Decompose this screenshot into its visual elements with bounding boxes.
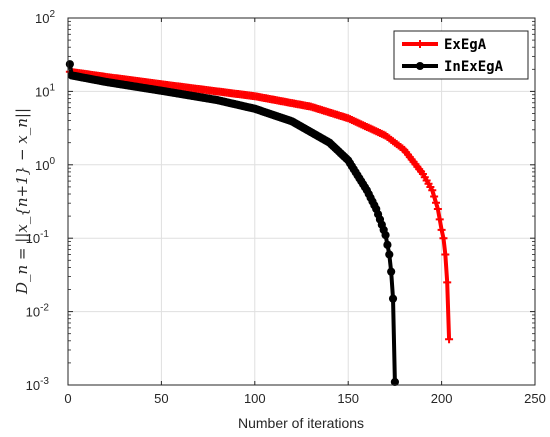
- series-point-exega: [437, 225, 446, 234]
- legend-marker-exega: [416, 40, 424, 48]
- plot-frame: [67, 17, 536, 386]
- legend-label-exega: ExEgA: [444, 37, 487, 53]
- x-tick-label: 250: [524, 391, 546, 406]
- x-tick-label: 100: [244, 391, 266, 406]
- series-point-inexega: [383, 240, 392, 249]
- y-tick-label: 10-1: [26, 229, 50, 246]
- x-tick-label: 150: [337, 391, 359, 406]
- series-point-exega: [441, 250, 450, 259]
- series-point-inexega: [385, 250, 394, 259]
- legend: ExEgA InExEgA: [393, 30, 529, 80]
- legend-marker-inexega: [416, 62, 424, 70]
- series-point-exega: [430, 192, 439, 201]
- series-point-exega: [433, 204, 442, 213]
- y-tick-label: 101: [35, 82, 55, 99]
- series-point-inexega: [390, 377, 399, 387]
- legend-label-inexega: InExEgA: [444, 59, 504, 75]
- x-tick-label: 0: [64, 391, 71, 406]
- y-tick-label: 102: [35, 9, 55, 26]
- series-point-exega: [443, 278, 452, 287]
- series-point-exega: [428, 186, 437, 195]
- series-group: [65, 60, 454, 387]
- y-tick-label: 10-3: [26, 376, 50, 393]
- y-tick-label: 100: [35, 156, 55, 173]
- y-axis-label-group: D_n = ||x_{n+1} − x_n||: [13, 108, 31, 295]
- series-point-exega: [445, 335, 454, 344]
- series-point-inexega: [65, 60, 74, 69]
- legend-box: [393, 30, 529, 80]
- series-point-inexega: [381, 231, 390, 240]
- series-point-inexega: [388, 294, 398, 303]
- series-point-inexega: [387, 267, 396, 276]
- x-tick-label: 50: [154, 391, 168, 406]
- series-point-exega: [435, 215, 444, 224]
- x-axis-label: Number of iterations: [238, 415, 364, 431]
- series-point-exega: [431, 198, 440, 207]
- y-axis-label: D_n = ||x_{n+1} − x_n||: [13, 108, 31, 295]
- x-tick-label: 200: [431, 391, 453, 406]
- series-point-exega: [439, 234, 448, 243]
- y-tick-label: 10-2: [26, 303, 50, 320]
- tick-group: 0 50 100 150 200 250 102 101 100 10-1 10-2 10-3: [26, 9, 546, 406]
